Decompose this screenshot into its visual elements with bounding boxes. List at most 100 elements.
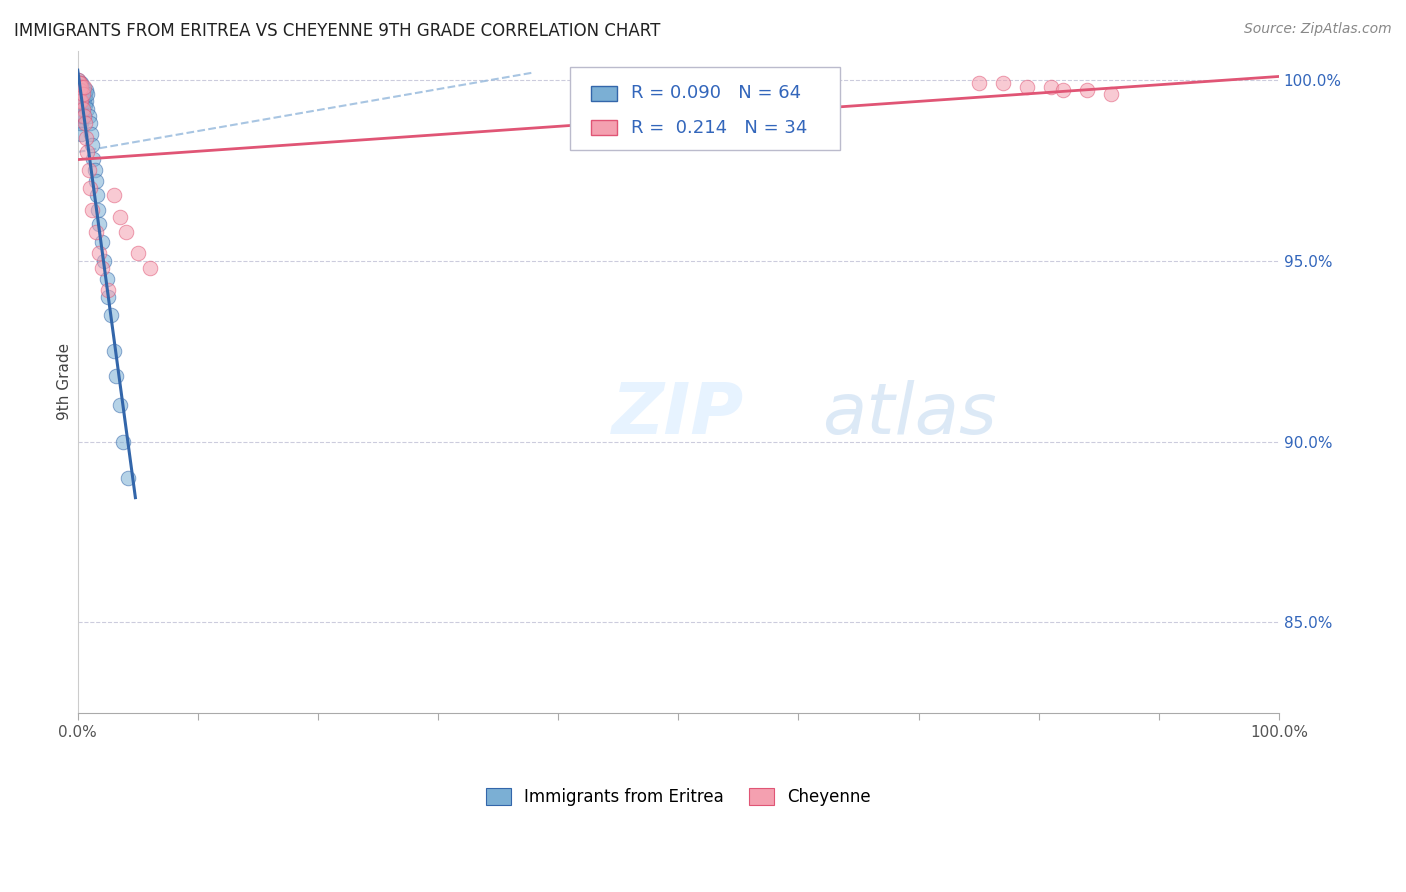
Text: R =  0.214   N = 34: R = 0.214 N = 34 (631, 119, 808, 136)
Point (114, 225, 136, 239)
Point (97, 290, 120, 304)
Point (69, 95, 91, 109)
Point (112, 434, 135, 449)
Point (89, 218, 111, 232)
Text: IMMIGRANTS FROM ERITREA VS CHEYENNE 9TH GRADE CORRELATION CHART: IMMIGRANTS FROM ERITREA VS CHEYENNE 9TH … (14, 22, 661, 40)
Point (83, 163, 105, 178)
FancyBboxPatch shape (591, 120, 617, 135)
Point (73, 109, 96, 123)
Point (103, 344, 125, 359)
Point (67, 83, 90, 97)
Point (80, 127, 103, 141)
Point (67, 76, 90, 90)
FancyBboxPatch shape (591, 87, 617, 101)
Point (67, 83, 90, 97)
Point (100, 308, 122, 322)
Point (70, 79, 93, 94)
Point (70, 87, 93, 101)
Point (75, 95, 97, 109)
Point (73, 116, 96, 130)
Point (139, 260, 162, 275)
Point (76, 145, 98, 159)
Point (69, 109, 91, 123)
Point (103, 188, 125, 202)
Point (77, 163, 100, 178)
Point (70, 127, 93, 141)
Point (69, 79, 91, 94)
Point (1052, 83, 1074, 97)
Point (108, 398, 131, 412)
Point (108, 210, 131, 224)
Point (87, 202, 110, 217)
Point (70, 79, 93, 94)
Y-axis label: 9th Grade: 9th Grade (58, 343, 72, 420)
Point (72, 109, 94, 123)
Point (72, 95, 94, 109)
Point (67, 79, 90, 94)
Point (97, 283, 120, 297)
Point (105, 369, 128, 384)
Point (72, 87, 94, 101)
Point (69, 83, 91, 97)
Point (67, 109, 90, 123)
Point (127, 246, 149, 260)
Point (75, 83, 97, 97)
Point (69, 116, 91, 130)
Point (67, 87, 90, 101)
Point (96, 271, 118, 285)
Point (82, 202, 104, 217)
Point (66, 72, 89, 87)
Text: R = 0.090   N = 64: R = 0.090 N = 64 (631, 85, 801, 103)
Point (70, 98, 93, 112)
Point (69, 95, 91, 109)
Point (77, 109, 100, 123)
Point (82, 137, 104, 152)
Point (67, 98, 90, 112)
Point (72, 102, 94, 116)
Point (75, 130, 97, 145)
Point (90, 260, 112, 275)
Point (69, 83, 91, 97)
Point (79, 181, 101, 195)
Point (70, 95, 93, 109)
Point (72, 87, 94, 101)
Point (70, 76, 93, 90)
Point (76, 87, 98, 101)
Point (70, 116, 93, 130)
Point (67, 95, 90, 109)
Point (991, 76, 1014, 90)
Point (84, 174, 107, 188)
Point (69, 76, 91, 90)
Point (73, 79, 96, 94)
Point (69, 87, 91, 101)
Point (90, 235, 112, 250)
Point (70, 83, 93, 97)
Point (70, 109, 93, 123)
Point (84, 225, 107, 239)
Point (67, 83, 90, 97)
Text: atlas: atlas (823, 380, 997, 450)
Text: Source: ZipAtlas.com: Source: ZipAtlas.com (1244, 22, 1392, 37)
Point (69, 76, 91, 90)
Point (89, 246, 111, 260)
Point (1015, 79, 1038, 94)
Point (67, 79, 90, 94)
Point (73, 109, 96, 123)
Point (1076, 83, 1098, 97)
Point (67, 87, 90, 101)
Point (76, 102, 98, 116)
Point (73, 83, 96, 97)
Point (67, 102, 90, 116)
Legend: Immigrants from Eritrea, Cheyenne: Immigrants from Eritrea, Cheyenne (479, 780, 877, 813)
Point (967, 76, 990, 90)
Point (1039, 79, 1062, 94)
Point (117, 471, 139, 485)
Point (1099, 87, 1122, 101)
Text: ZIP: ZIP (612, 380, 744, 450)
Point (67, 91, 90, 105)
Point (69, 102, 91, 116)
Point (93, 253, 115, 268)
Point (73, 98, 96, 112)
Point (72, 79, 94, 94)
Point (67, 76, 90, 90)
